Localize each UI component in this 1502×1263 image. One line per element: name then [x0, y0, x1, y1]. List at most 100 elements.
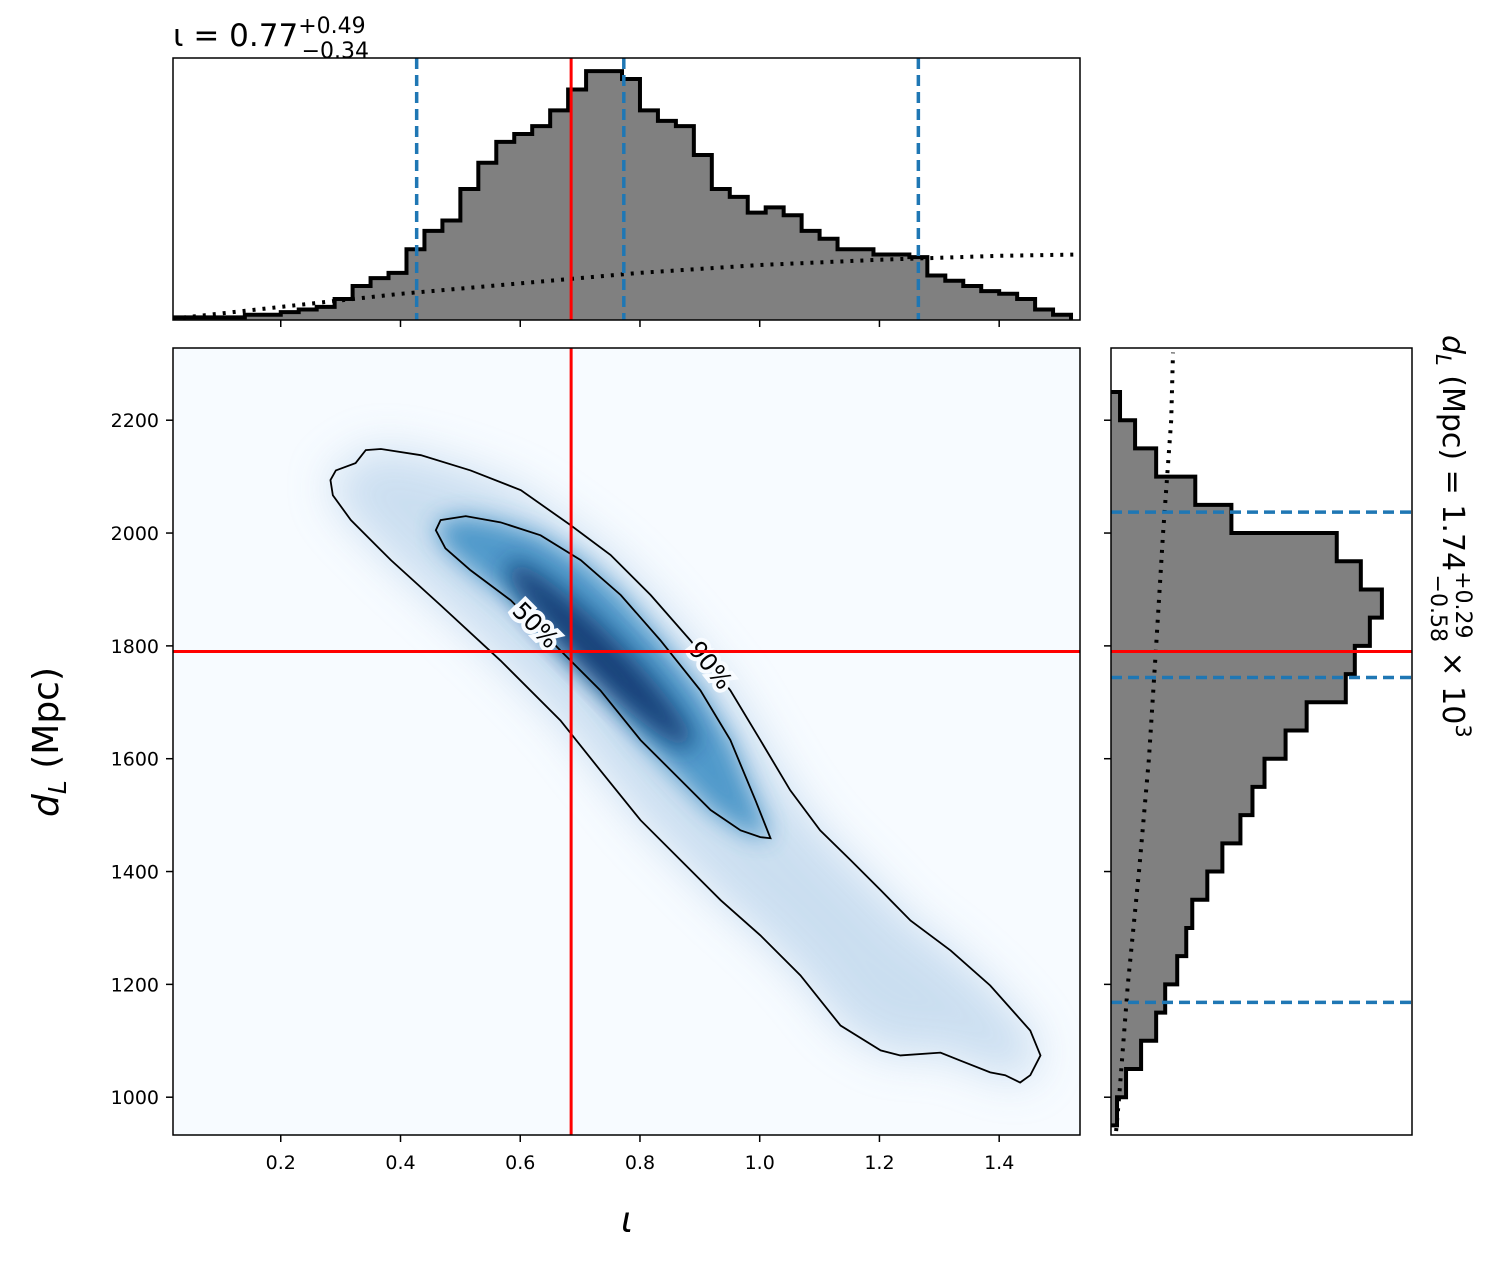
- hist-bar: [514, 133, 533, 320]
- y-label-unit: (Mpc): [26, 667, 67, 780]
- hist-bar: [1111, 927, 1187, 957]
- hist-bar: [1111, 1012, 1157, 1042]
- contour-line: [434, 515, 772, 840]
- hist-bar: [963, 285, 982, 320]
- hist-bar: [1111, 758, 1265, 788]
- side-label-exp: 3: [1451, 724, 1475, 737]
- main-frame: [172, 347, 1081, 1136]
- hist-bar: [1035, 309, 1054, 320]
- hist-bar: [1111, 899, 1193, 929]
- hist-bar: [316, 306, 336, 320]
- y-tick-label: 1400: [111, 862, 159, 884]
- x-tick-label: 0.8: [625, 1152, 655, 1174]
- y-tick-label: 1200: [111, 974, 159, 996]
- hist-bar: [1111, 815, 1241, 844]
- hist-bar: [981, 291, 1000, 320]
- hist-bar: [442, 220, 461, 320]
- y-tick-label: 2000: [111, 523, 159, 545]
- hist-bar: [747, 212, 767, 320]
- hist-bar: [334, 299, 354, 320]
- hist-outline: [1111, 390, 1384, 1128]
- top-title: ι = 0.77+0.49 −0.34: [173, 14, 369, 64]
- x-tick-label: 0.2: [266, 1152, 296, 1174]
- hist-bar: [855, 249, 874, 320]
- hist-bar: [1111, 730, 1286, 760]
- y-tick-label: 1800: [111, 636, 159, 658]
- x-tick-label: 0.6: [505, 1152, 535, 1174]
- hist-bar: [1017, 299, 1036, 320]
- hist-bar: [532, 126, 551, 320]
- hist-bar: [460, 189, 479, 320]
- hist-bar: [657, 120, 677, 320]
- hist-bar: [1111, 1097, 1118, 1126]
- hist-bar: [550, 110, 569, 320]
- y-label-subscript: L: [43, 780, 72, 794]
- hist-bar: [622, 78, 641, 320]
- x-axis-label: ι: [621, 1200, 633, 1241]
- hist-bar: [1111, 843, 1223, 873]
- y-axis-label: dL (Mpc): [26, 667, 72, 817]
- hist-bar: [1111, 871, 1208, 901]
- hist-bar: [244, 314, 264, 320]
- hist-bar: [783, 215, 803, 320]
- title-sub: −0.34: [302, 39, 369, 64]
- side-label: dL (Mpc) = 1.74+0.29−0.58 × 103: [1425, 335, 1475, 738]
- hist-bar: [639, 110, 659, 320]
- hist-bar: [1111, 1068, 1127, 1098]
- hist-bar: [1111, 786, 1253, 816]
- hist-bar: [1111, 504, 1232, 534]
- hist-bar: [298, 309, 318, 320]
- hist-bar: [729, 196, 749, 320]
- hist-bar: [1111, 589, 1382, 619]
- hist-bar: [1111, 533, 1337, 562]
- title-sup: +0.49: [298, 14, 365, 39]
- hist-bar: [711, 189, 731, 320]
- hist-bar: [568, 89, 587, 320]
- side-label-subscript: L: [1431, 354, 1455, 366]
- hist-bar: [1111, 1040, 1142, 1070]
- hist-bar: [1111, 617, 1370, 647]
- x-tick-label: 1.0: [745, 1152, 775, 1174]
- hist-bar: [1111, 448, 1157, 478]
- x-tick-label: 1.2: [864, 1152, 894, 1174]
- hist-bar: [1111, 392, 1121, 421]
- hist-bar: [280, 312, 300, 320]
- hist-bar: [478, 162, 497, 320]
- x-tick-label: 1.4: [984, 1152, 1014, 1174]
- hist-bar: [999, 293, 1018, 320]
- y-tick-label: 1000: [111, 1087, 159, 1109]
- side-frame: [1110, 347, 1413, 1136]
- y-label-symbol: d: [26, 793, 67, 817]
- main-panel: 50%90%: [173, 348, 1080, 1135]
- hist-bar: [1111, 956, 1178, 985]
- hist-bar: [945, 280, 964, 320]
- hist-bar: [765, 207, 785, 320]
- top-panel: [173, 58, 1080, 320]
- hist-bar: [693, 154, 713, 320]
- x-tick-label: 0.4: [385, 1152, 415, 1174]
- hist-bar: [424, 230, 443, 320]
- hist-bar: [586, 71, 605, 320]
- hist-bar: [819, 238, 839, 320]
- top-frame: [172, 57, 1081, 321]
- hist-bar: [370, 278, 390, 320]
- side-label-sup: +0.29: [1450, 571, 1475, 638]
- hist-bar: [388, 272, 407, 320]
- hist-bar: [891, 254, 910, 320]
- side-label-tail: × 10: [1435, 642, 1470, 724]
- hist-bar: [1053, 314, 1072, 320]
- hist-outline: [173, 69, 1074, 320]
- y-tick-label: 2200: [111, 410, 159, 432]
- hist-bar: [873, 254, 892, 320]
- side-panel: [1111, 352, 1412, 1132]
- side-label-sub: −0.58: [1425, 575, 1450, 642]
- hist-bar: [1111, 702, 1307, 731]
- hist-bar: [1111, 984, 1166, 1014]
- hist-bar: [927, 275, 946, 320]
- hist-bar: [1111, 420, 1136, 449]
- side-label-symbol: d: [1435, 335, 1470, 355]
- hist-bar: [837, 249, 856, 320]
- y-tick-label: 1600: [111, 749, 159, 771]
- hist-bar: [352, 285, 372, 320]
